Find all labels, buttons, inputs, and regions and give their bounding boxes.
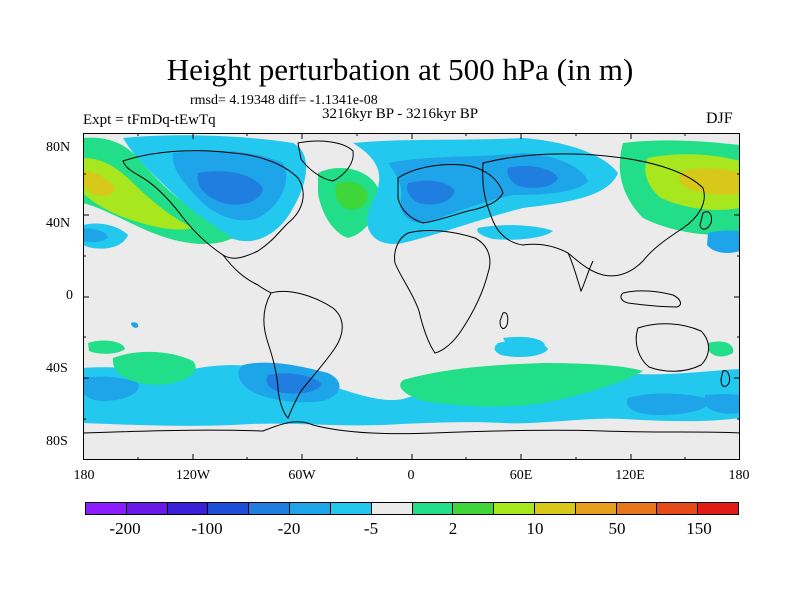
new-zealand-coast	[720, 370, 730, 387]
indonesia-coast	[620, 290, 681, 308]
colorbar-label: 150	[686, 519, 712, 538]
japan-coast	[699, 211, 712, 230]
colorbar-swatch-6	[330, 503, 372, 514]
chart-title: Height perturbation at 500 hPa (in m)	[166, 52, 634, 87]
colorbar-swatch-12	[575, 503, 617, 514]
lon-tick-0: 0	[407, 468, 415, 483]
contour-tiny-blue	[131, 322, 139, 328]
contour-south-tail-blue	[705, 394, 740, 414]
contour-pacific-yellowgreen-west	[83, 158, 193, 230]
lat-tick-80s: 80S	[46, 434, 68, 449]
colorbar-swatch-2	[167, 503, 209, 514]
colorbar-label: 10	[526, 519, 544, 538]
colorbar-swatch-0	[86, 503, 127, 514]
contour-north-darkblue-main	[197, 171, 263, 205]
colorbar-swatch-14	[657, 503, 699, 514]
contour-south-indian-blue	[627, 393, 709, 415]
europe-coast	[397, 164, 504, 224]
madagascar-coast	[499, 312, 509, 329]
india-coast	[567, 252, 594, 293]
contour-south-america-darkblue	[266, 373, 321, 394]
experiment-label: Expt = tFmDq-tEwTq	[83, 112, 216, 128]
contour-west-blue-patch-inner	[83, 228, 108, 243]
rmsd-text: rmsd= 4.19348 diff= -1.1341e-08	[190, 93, 378, 108]
lat-tick-80n: 80N	[46, 140, 71, 155]
lat-tick-40n: 40N	[46, 216, 71, 231]
lat-tick-0: 0	[66, 288, 73, 303]
lon-tick-60w: 60W	[288, 468, 316, 483]
contour-south-blue-1	[83, 376, 139, 401]
contour-pacific-blue-patch	[707, 230, 740, 253]
asia-coast	[482, 153, 705, 277]
colorbar-label: -20	[277, 519, 301, 538]
colorbar-swatch-9	[453, 503, 495, 514]
lon-tick-180w: 180	[73, 468, 95, 483]
lon-tick-120e: 120E	[615, 468, 645, 483]
colorbar-swatch-10	[494, 503, 535, 514]
map-panel	[82, 132, 741, 461]
antarctica-coast	[83, 421, 740, 435]
central-america-coast	[222, 254, 272, 294]
colorbar-swatch-7	[371, 503, 413, 514]
contour-sh-patch-green	[708, 341, 734, 357]
colorbar-swatch-5	[290, 503, 331, 514]
colorbar-swatch-4	[249, 503, 291, 514]
colorbar-label: 50	[608, 519, 626, 538]
north-america-coast	[122, 150, 304, 259]
colorbar-swatch-11	[534, 503, 576, 514]
contour-sh-patch-green-2	[88, 340, 125, 354]
contour-pacific-yellow-west	[83, 171, 115, 196]
lat-tick-40s: 40S	[46, 361, 68, 376]
contour-atlantic-lightgreen	[335, 181, 368, 210]
lon-tick-180e: 180	[728, 468, 750, 483]
contour-south-pacific-green	[112, 351, 196, 385]
colorbar-label: 2	[448, 519, 458, 538]
south-america-coast	[263, 290, 343, 419]
colorbar-label: -100	[191, 519, 223, 538]
period-label: 3216kyr BP - 3216kyr BP	[322, 106, 479, 122]
colorbar-swatch-15	[698, 503, 738, 514]
colorbar-swatch-1	[126, 503, 168, 514]
contour-eurasia-darkblue-2	[507, 166, 558, 188]
australia-coast	[635, 323, 709, 372]
greenland-coast	[297, 140, 354, 182]
contour-atlantic-blue-strip	[477, 225, 553, 240]
contour-south-atlantic-blue	[503, 336, 545, 350]
contour-eurasia-darkblue	[407, 180, 455, 205]
colorbar	[85, 502, 739, 515]
lon-tick-120w: 120W	[175, 468, 211, 483]
contour-pacific-yellow-east	[679, 168, 740, 195]
contour-pacific-green-west	[83, 137, 233, 245]
colorbar-label: -200	[109, 519, 141, 538]
colorbar-swatch-13	[616, 503, 658, 514]
contour-south-green	[400, 363, 643, 407]
contour-map	[82, 132, 741, 461]
season-label: DJF	[706, 110, 733, 127]
colorbar-label: -5	[363, 519, 379, 538]
africa-coast	[394, 230, 491, 354]
coastlines	[83, 140, 740, 435]
colorbar-swatch-3	[208, 503, 250, 514]
lon-tick-60e: 60E	[509, 468, 533, 483]
colorbar-swatch-8	[412, 503, 454, 514]
